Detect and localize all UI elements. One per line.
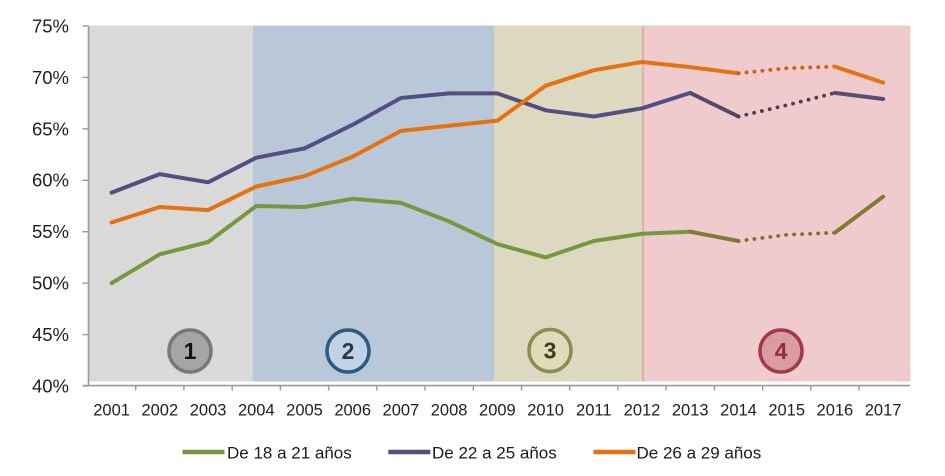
svg-text:65%: 65% (32, 118, 69, 139)
svg-text:60%: 60% (32, 170, 69, 191)
svg-text:2007: 2007 (383, 402, 420, 420)
svg-text:De 22 a 25 años: De 22 a 25 años (432, 444, 557, 463)
svg-text:2011: 2011 (576, 402, 611, 420)
svg-text:2001: 2001 (93, 402, 130, 420)
svg-text:2016: 2016 (817, 402, 854, 420)
svg-text:De 26 a 29 años: De 26 a 29 años (637, 444, 762, 463)
svg-text:2014: 2014 (720, 402, 757, 420)
svg-text:2008: 2008 (431, 402, 468, 420)
svg-text:De 18 a 21 años: De 18 a 21 años (227, 444, 352, 463)
svg-text:70%: 70% (32, 67, 69, 88)
svg-text:2002: 2002 (141, 402, 178, 420)
svg-text:2017: 2017 (865, 402, 902, 420)
svg-text:2009: 2009 (479, 402, 516, 420)
svg-text:2015: 2015 (768, 402, 805, 420)
svg-text:2012: 2012 (624, 402, 661, 420)
svg-text:2003: 2003 (190, 402, 227, 420)
svg-text:4: 4 (775, 338, 788, 364)
svg-text:2004: 2004 (238, 402, 275, 420)
svg-text:2013: 2013 (672, 402, 709, 420)
svg-text:2010: 2010 (527, 402, 564, 420)
svg-text:2006: 2006 (334, 402, 371, 420)
svg-text:1: 1 (184, 338, 197, 364)
svg-text:2: 2 (342, 338, 355, 364)
svg-text:75%: 75% (32, 15, 69, 36)
svg-text:55%: 55% (32, 221, 69, 242)
svg-text:40%: 40% (32, 375, 69, 396)
svg-text:50%: 50% (32, 273, 69, 294)
svg-text:3: 3 (544, 338, 557, 364)
svg-text:2005: 2005 (286, 402, 323, 420)
svg-text:45%: 45% (32, 324, 69, 345)
